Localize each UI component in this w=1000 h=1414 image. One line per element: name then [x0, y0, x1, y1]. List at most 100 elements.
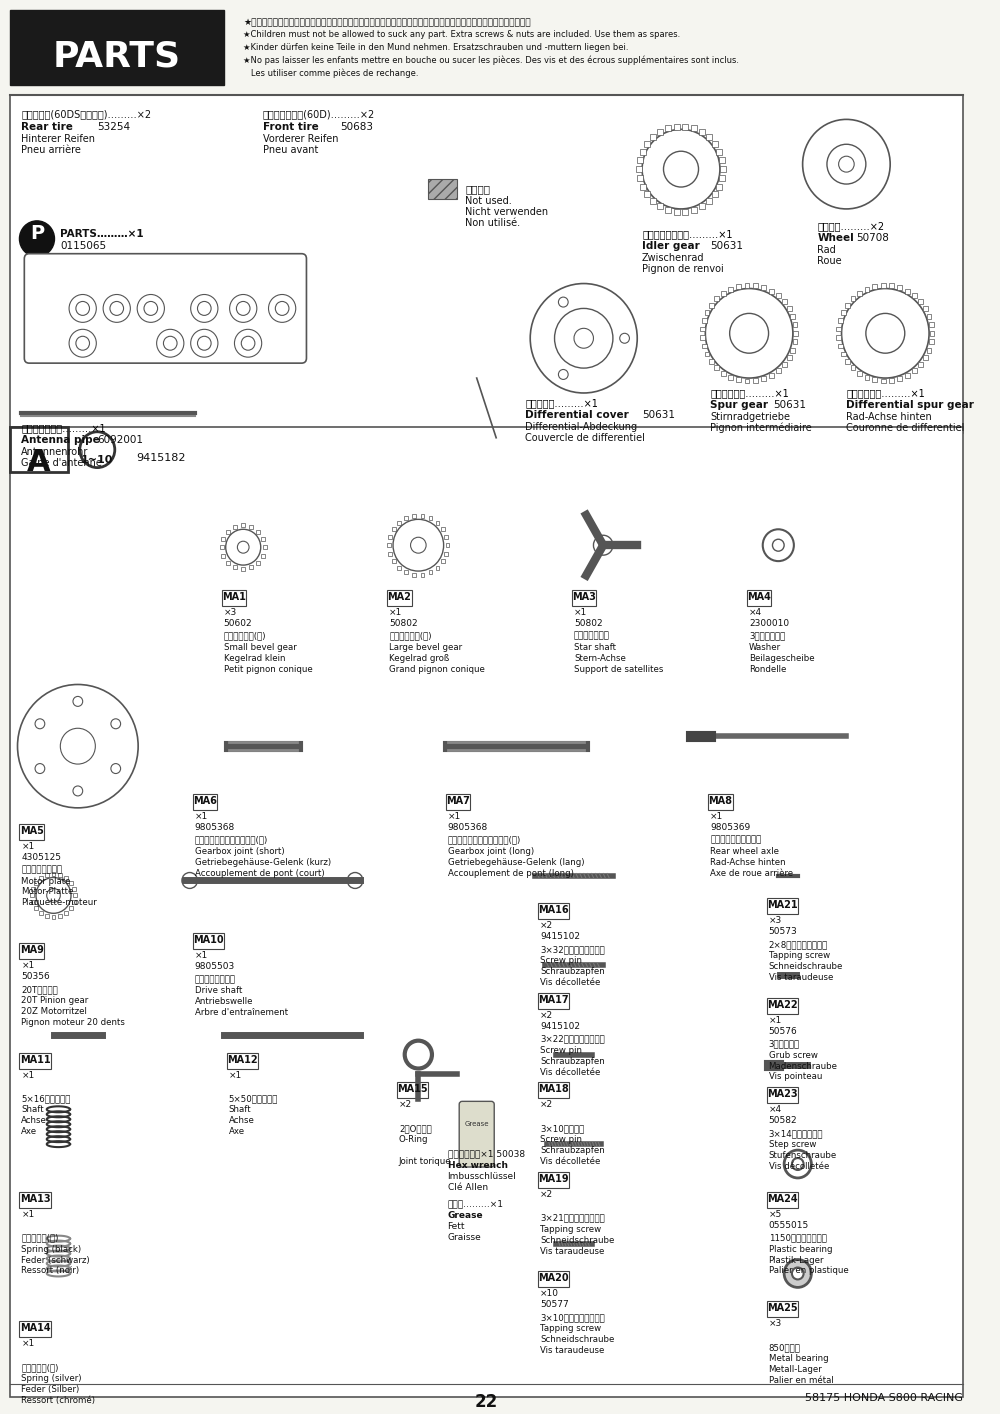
Circle shape [642, 129, 720, 209]
Text: フロントタイヤ(60D)………×2: フロントタイヤ(60D)………×2 [263, 109, 375, 119]
FancyBboxPatch shape [897, 286, 902, 290]
FancyBboxPatch shape [767, 1192, 798, 1208]
FancyBboxPatch shape [64, 911, 68, 915]
FancyBboxPatch shape [397, 520, 401, 525]
FancyBboxPatch shape [787, 307, 792, 311]
Text: Pneu arrière: Pneu arrière [21, 146, 81, 156]
Circle shape [35, 764, 45, 773]
Text: MA23: MA23 [767, 1089, 798, 1100]
Text: ×1: ×1 [769, 1015, 782, 1025]
FancyBboxPatch shape [728, 375, 733, 380]
FancyBboxPatch shape [716, 148, 722, 154]
Text: 50802: 50802 [389, 619, 418, 628]
FancyBboxPatch shape [256, 530, 260, 533]
FancyBboxPatch shape [767, 998, 798, 1014]
Circle shape [842, 288, 929, 378]
FancyBboxPatch shape [708, 793, 733, 810]
Circle shape [111, 764, 121, 773]
FancyBboxPatch shape [39, 875, 43, 880]
Text: 六角レンチ・×1 50038: 六角レンチ・×1 50038 [448, 1150, 525, 1158]
Text: Roue: Roue [817, 256, 842, 266]
FancyBboxPatch shape [753, 283, 758, 288]
Circle shape [76, 301, 90, 315]
Text: Schraubzapfen: Schraubzapfen [540, 1147, 605, 1155]
Text: ベベルシャフト: ベベルシャフト [574, 632, 610, 641]
Text: Non utilisé.: Non utilisé. [465, 218, 520, 228]
FancyBboxPatch shape [220, 546, 224, 549]
Text: Screw pin: Screw pin [540, 1045, 582, 1055]
FancyBboxPatch shape [709, 359, 714, 363]
Text: Gaine d'antenne: Gaine d'antenne [21, 458, 102, 468]
FancyBboxPatch shape [836, 327, 841, 331]
FancyBboxPatch shape [52, 915, 55, 919]
Text: 3×14㎜段付きビス: 3×14㎜段付きビス [769, 1130, 823, 1138]
FancyBboxPatch shape [793, 339, 797, 344]
Text: 9415182: 9415182 [136, 452, 186, 462]
Text: ×10: ×10 [540, 1290, 559, 1298]
Text: Achse: Achse [229, 1116, 255, 1126]
FancyBboxPatch shape [665, 206, 671, 212]
Text: O-Ring: O-Ring [399, 1135, 428, 1144]
FancyBboxPatch shape [841, 352, 846, 356]
FancyBboxPatch shape [769, 373, 774, 378]
Text: Accouplement de pont (court): Accouplement de pont (court) [195, 868, 324, 878]
Text: 50631: 50631 [642, 410, 675, 420]
Text: ×2: ×2 [540, 1011, 553, 1019]
Text: 9805369: 9805369 [710, 823, 750, 831]
FancyBboxPatch shape [767, 1301, 798, 1318]
FancyBboxPatch shape [836, 335, 841, 339]
FancyBboxPatch shape [761, 286, 766, 290]
FancyBboxPatch shape [19, 1321, 51, 1338]
Text: Grub screw: Grub screw [769, 1051, 817, 1059]
FancyBboxPatch shape [387, 590, 412, 605]
FancyBboxPatch shape [745, 379, 749, 383]
FancyBboxPatch shape [72, 887, 76, 891]
FancyBboxPatch shape [851, 365, 855, 370]
Text: Vis pointeau: Vis pointeau [769, 1072, 822, 1082]
Text: Large bevel gear: Large bevel gear [389, 643, 462, 652]
FancyBboxPatch shape [34, 881, 38, 885]
FancyBboxPatch shape [872, 378, 877, 382]
FancyBboxPatch shape [249, 566, 253, 570]
FancyBboxPatch shape [929, 339, 934, 344]
FancyBboxPatch shape [736, 378, 741, 382]
Text: ×2: ×2 [540, 922, 553, 930]
Text: Antriebswelle: Antriebswelle [195, 997, 253, 1005]
Text: ×1: ×1 [21, 1070, 35, 1079]
Text: MA25: MA25 [767, 1304, 798, 1314]
Text: Front tire: Front tire [263, 123, 318, 133]
Text: 不要部品: 不要部品 [465, 184, 490, 194]
FancyBboxPatch shape [30, 894, 34, 898]
Circle shape [792, 1158, 804, 1169]
Circle shape [393, 519, 444, 571]
Text: 2×8㎜タッピングビス: 2×8㎜タッピングビス [769, 940, 828, 949]
Text: Getriebegehäuse-Gelenk (kurz): Getriebegehäuse-Gelenk (kurz) [195, 858, 331, 867]
Text: MA5: MA5 [20, 826, 44, 836]
FancyBboxPatch shape [436, 566, 439, 570]
FancyBboxPatch shape [404, 570, 408, 574]
Text: Grease: Grease [464, 1121, 489, 1127]
FancyBboxPatch shape [31, 901, 35, 904]
Text: Zwischenrad: Zwischenrad [642, 253, 705, 263]
Text: Rad-Achse hinten: Rad-Achse hinten [710, 858, 786, 867]
Text: MA20: MA20 [538, 1274, 569, 1284]
Text: ×3: ×3 [769, 1319, 782, 1328]
FancyBboxPatch shape [226, 561, 230, 564]
Circle shape [19, 221, 54, 257]
Text: デフカバー………×1: デフカバー………×1 [525, 397, 598, 409]
FancyBboxPatch shape [889, 378, 894, 383]
FancyBboxPatch shape [705, 310, 709, 315]
FancyBboxPatch shape [193, 933, 224, 949]
Text: 50631: 50631 [773, 400, 806, 410]
Text: Antennenrohr: Antennenrohr [21, 447, 89, 457]
Text: Shaft: Shaft [229, 1106, 251, 1114]
Circle shape [236, 301, 250, 315]
FancyBboxPatch shape [58, 915, 62, 918]
FancyBboxPatch shape [721, 291, 726, 296]
Text: Stirnradgetriebe: Stirnradgetriebe [710, 411, 790, 421]
FancyBboxPatch shape [753, 378, 758, 383]
Text: Vis décolletée: Vis décolletée [540, 1068, 600, 1076]
Text: Getriebegehäuse-Gelenk (lang): Getriebegehäuse-Gelenk (lang) [448, 858, 584, 867]
FancyBboxPatch shape [69, 881, 73, 885]
Text: ×1: ×1 [21, 1210, 35, 1219]
